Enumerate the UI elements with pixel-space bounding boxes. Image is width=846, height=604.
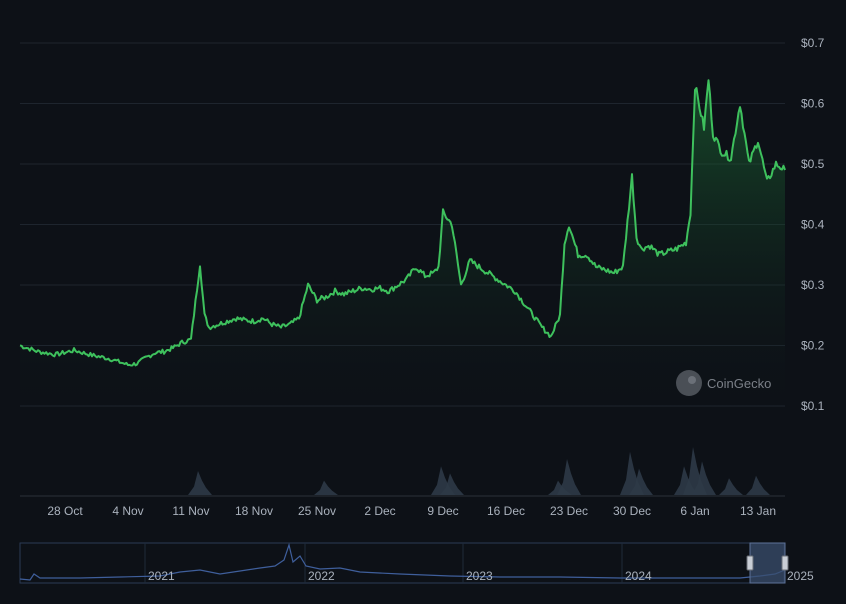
- x-axis-ticks: 28 Oct 4 Nov 11 Nov 18 Nov 25 Nov 2 Dec 9 Dec 1…: [20, 495, 785, 518]
- navigator-left-handle[interactable]: [746, 555, 754, 571]
- y-tick-label: $0.5: [801, 157, 825, 171]
- x-tick-label: 16 Dec: [487, 504, 525, 518]
- y-axis-ticks: $0.1 $0.2 $0.3 $0.4 $0.5 $0.6 $0.7: [801, 36, 825, 413]
- x-tick-label: 4 Nov: [112, 504, 143, 518]
- volume-bar: [629, 468, 653, 495]
- navigator-year-labels: 2021 2022 2023 2024 2025: [148, 569, 814, 583]
- volume-bars: [188, 447, 770, 495]
- x-tick-label: 13 Jan: [740, 504, 776, 518]
- navigator-year-label: 2021: [148, 569, 175, 583]
- coingecko-watermark: CoinGecko: [676, 370, 771, 396]
- navigator-year-label: 2024: [625, 569, 652, 583]
- x-tick-label: 18 Nov: [235, 504, 273, 518]
- y-tick-label: $0.4: [801, 218, 825, 232]
- x-tick-label: 30 Dec: [613, 504, 651, 518]
- volume-bar: [557, 459, 581, 495]
- watermark-text: CoinGecko: [707, 376, 771, 391]
- y-tick-label: $0.2: [801, 339, 825, 353]
- x-tick-label: 2 Dec: [364, 504, 395, 518]
- price-area-fill: [20, 80, 785, 407]
- navigator-year-label: 2022: [308, 569, 335, 583]
- range-navigator[interactable]: 2021 2022 2023 2024 2025: [19, 542, 814, 584]
- y-tick-label: $0.7: [801, 36, 825, 50]
- coingecko-logo-icon: [676, 370, 702, 396]
- volume-bar: [719, 478, 743, 495]
- x-tick-label: 28 Oct: [47, 504, 83, 518]
- x-tick-label: 11 Nov: [172, 504, 209, 518]
- y-tick-label: $0.3: [801, 278, 825, 292]
- navigator-year-label: 2025: [787, 569, 814, 583]
- y-tick-label: $0.1: [801, 399, 825, 413]
- x-tick-label: 23 Dec: [550, 504, 588, 518]
- volume-bar: [692, 461, 716, 495]
- x-tick-label: 9 Dec: [427, 504, 458, 518]
- y-tick-label: $0.6: [801, 97, 825, 111]
- price-line-series: [19, 79, 786, 367]
- volume-bar: [314, 480, 338, 495]
- x-tick-label: 25 Nov: [298, 504, 336, 518]
- x-tick-label: 6 Jan: [680, 504, 709, 518]
- coingecko-logo-eye-icon: [688, 376, 696, 384]
- navigator-right-handle[interactable]: [781, 555, 789, 571]
- price-area: [20, 80, 785, 407]
- volume-bar: [440, 473, 464, 495]
- price-line: [19, 79, 786, 367]
- navigator-history-line: [19, 542, 786, 581]
- volume-bar: [188, 471, 212, 495]
- navigator-year-label: 2023: [466, 569, 493, 583]
- navigator-selection[interactable]: [749, 542, 786, 584]
- volume-bar: [746, 475, 770, 495]
